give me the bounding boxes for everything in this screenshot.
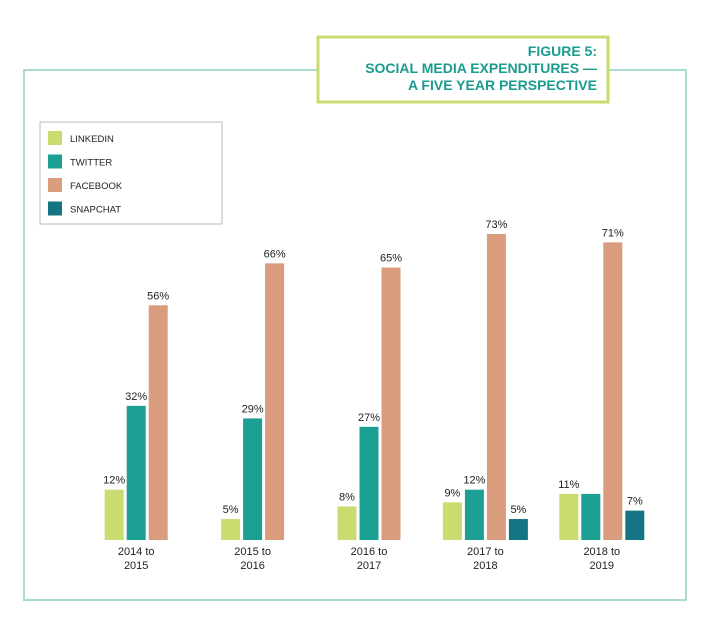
bar (148, 305, 168, 540)
value-label: 7% (627, 496, 643, 508)
value-label: 56% (147, 290, 169, 302)
value-label: 65% (380, 253, 402, 265)
x-tick-label: 2016 to 2017 (350, 546, 388, 572)
bar (464, 489, 484, 540)
bar (625, 510, 645, 540)
bar (559, 493, 579, 540)
x-tick-label: 2015 to 2016 (234, 546, 271, 572)
bar (104, 489, 124, 540)
value-label: 9% (444, 487, 460, 499)
legend-swatch (48, 201, 62, 216)
bar (359, 426, 379, 540)
bar (508, 519, 528, 540)
x-tick-label: 2014 to 2015 (117, 546, 155, 572)
bar (337, 506, 357, 540)
value-label: 5% (510, 504, 526, 516)
legend-swatch (48, 154, 62, 169)
legend-swatch (48, 131, 62, 145)
title-box (316, 35, 610, 104)
value-label: 27% (358, 412, 380, 424)
value-label: 73% (485, 219, 507, 231)
value-label: 71% (602, 227, 624, 239)
bar (126, 405, 146, 540)
x-tick-label: 2018 to 2019 (583, 546, 621, 572)
legend-label: TWITTER (70, 158, 112, 169)
bar (243, 418, 263, 540)
value-label: 12% (103, 475, 125, 487)
bar (381, 267, 401, 540)
chart-title: A FIVE YEAR PERSPECTIVE (408, 77, 597, 93)
bar (442, 502, 462, 540)
value-label: 12% (463, 475, 485, 487)
value-label: 5% (223, 504, 239, 516)
bar (603, 242, 623, 541)
chart-title: FIGURE 5: (528, 43, 597, 59)
bar (486, 234, 506, 540)
legend-label: LINKEDIN (70, 134, 114, 145)
x-tick-label: 2017 to 2018 (467, 546, 504, 572)
bar (581, 493, 601, 540)
bar (221, 519, 241, 540)
value-label: 8% (339, 491, 355, 503)
legend-label: FACEBOOK (70, 181, 123, 192)
value-label: 66% (264, 248, 286, 260)
value-label: 11% (558, 479, 579, 491)
value-label: 29% (242, 403, 264, 415)
chart-title: SOCIAL MEDIA EXPENDITURES — (365, 60, 597, 76)
bar (265, 263, 285, 540)
legend-swatch (48, 178, 62, 192)
legend-box (39, 121, 223, 225)
legend-label: SNAPCHAT (70, 205, 121, 216)
value-label: 32% (125, 391, 147, 403)
